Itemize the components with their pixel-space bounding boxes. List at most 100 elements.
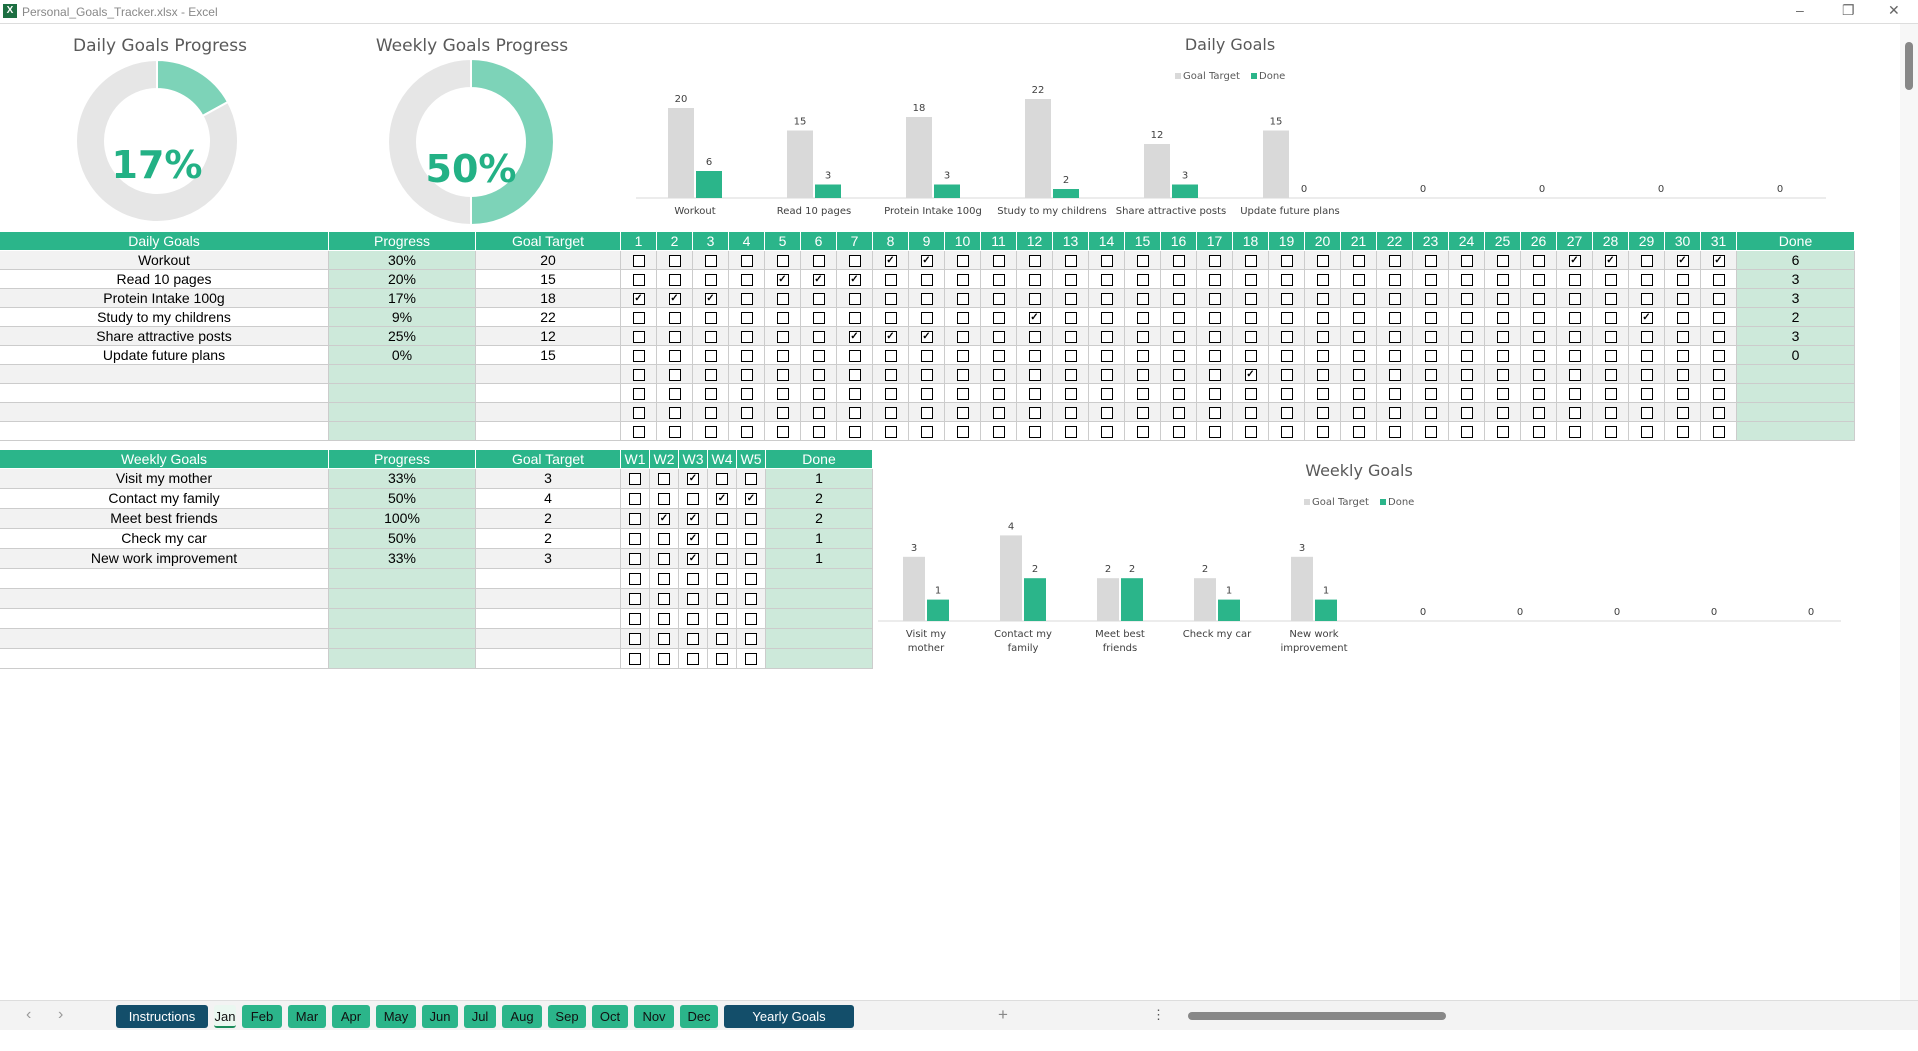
checkbox[interactable] xyxy=(1712,407,1725,420)
checkbox[interactable] xyxy=(632,274,645,287)
checkbox[interactable] xyxy=(1028,331,1041,344)
checkbox[interactable]: ✓ xyxy=(776,274,789,287)
checkbox[interactable] xyxy=(1460,274,1473,287)
checkbox[interactable] xyxy=(1100,331,1113,344)
checkbox[interactable] xyxy=(956,350,969,363)
checkbox[interactable] xyxy=(1568,274,1581,287)
close-button[interactable]: ✕ xyxy=(1888,2,1900,18)
checkbox[interactable] xyxy=(1280,407,1293,420)
checkbox[interactable] xyxy=(1064,350,1077,363)
checkbox[interactable] xyxy=(632,312,645,325)
checkbox[interactable] xyxy=(1604,312,1617,325)
checkbox[interactable] xyxy=(704,369,717,382)
checkbox[interactable] xyxy=(658,533,670,546)
checkbox[interactable] xyxy=(687,593,699,606)
checkbox[interactable] xyxy=(668,426,681,439)
checkbox[interactable] xyxy=(1676,407,1689,420)
checkbox[interactable]: ✓ xyxy=(687,473,699,486)
checkbox[interactable] xyxy=(1352,369,1365,382)
checkbox[interactable]: ✓ xyxy=(920,255,933,268)
checkbox[interactable] xyxy=(1172,255,1185,268)
checkbox[interactable] xyxy=(740,255,753,268)
checkbox[interactable] xyxy=(1568,331,1581,344)
restore-button[interactable]: ❐ xyxy=(1842,2,1855,18)
checkbox[interactable] xyxy=(920,293,933,306)
checkbox[interactable] xyxy=(1388,388,1401,401)
goal-target-cell[interactable]: 2 xyxy=(476,509,621,529)
checkbox[interactable] xyxy=(1064,274,1077,287)
checkbox[interactable] xyxy=(1100,426,1113,439)
checkbox[interactable] xyxy=(1532,350,1545,363)
checkbox[interactable] xyxy=(1568,369,1581,382)
checkbox[interactable] xyxy=(1676,426,1689,439)
checkbox[interactable] xyxy=(1316,331,1329,344)
checkbox[interactable] xyxy=(1460,407,1473,420)
checkbox[interactable] xyxy=(1208,350,1221,363)
checkbox[interactable] xyxy=(776,331,789,344)
checkbox[interactable] xyxy=(1244,331,1257,344)
checkbox[interactable] xyxy=(740,407,753,420)
checkbox[interactable] xyxy=(740,331,753,344)
checkbox[interactable] xyxy=(848,407,861,420)
checkbox[interactable] xyxy=(812,369,825,382)
goal-name-cell[interactable] xyxy=(0,384,329,403)
checkbox[interactable] xyxy=(1568,350,1581,363)
checkbox[interactable] xyxy=(1172,426,1185,439)
vertical-scrollbar[interactable] xyxy=(1900,24,1918,1000)
checkbox[interactable] xyxy=(1100,274,1113,287)
checkbox[interactable] xyxy=(1208,388,1221,401)
checkbox[interactable] xyxy=(1028,293,1041,306)
checkbox[interactable] xyxy=(1532,312,1545,325)
checkbox[interactable] xyxy=(1136,312,1149,325)
checkbox[interactable] xyxy=(992,388,1005,401)
checkbox[interactable] xyxy=(1712,274,1725,287)
checkbox[interactable] xyxy=(740,274,753,287)
minimize-button[interactable]: – xyxy=(1796,2,1804,18)
goal-target-cell[interactable] xyxy=(476,609,621,629)
goal-target-cell[interactable]: 4 xyxy=(476,489,621,509)
checkbox[interactable] xyxy=(1712,350,1725,363)
checkbox[interactable] xyxy=(1424,369,1437,382)
checkbox[interactable] xyxy=(1172,407,1185,420)
checkbox[interactable] xyxy=(776,293,789,306)
checkbox[interactable] xyxy=(1100,407,1113,420)
checkbox[interactable] xyxy=(1028,369,1041,382)
checkbox[interactable] xyxy=(1676,274,1689,287)
checkbox[interactable] xyxy=(716,593,728,606)
checkbox[interactable] xyxy=(1496,350,1509,363)
checkbox[interactable] xyxy=(1676,312,1689,325)
checkbox[interactable] xyxy=(1352,255,1365,268)
checkbox[interactable] xyxy=(716,653,728,666)
checkbox[interactable] xyxy=(1172,312,1185,325)
goal-name-cell[interactable]: Check my car xyxy=(0,529,329,549)
checkbox[interactable] xyxy=(1460,312,1473,325)
checkbox[interactable] xyxy=(632,331,645,344)
sheet-tab-dec[interactable]: Dec xyxy=(680,1005,718,1028)
checkbox[interactable]: ✓ xyxy=(812,274,825,287)
checkbox[interactable] xyxy=(1460,331,1473,344)
goal-name-cell[interactable]: Meet best friends xyxy=(0,509,329,529)
checkbox[interactable] xyxy=(884,274,897,287)
checkbox[interactable]: ✓ xyxy=(848,274,861,287)
checkbox[interactable] xyxy=(1028,274,1041,287)
checkbox[interactable] xyxy=(1100,388,1113,401)
checkbox[interactable] xyxy=(668,388,681,401)
checkbox[interactable]: ✓ xyxy=(745,493,757,506)
sheet-tab-mar[interactable]: Mar xyxy=(288,1005,326,1028)
checkbox[interactable] xyxy=(1496,407,1509,420)
goal-target-cell[interactable]: 20 xyxy=(476,251,621,270)
goal-name-cell[interactable] xyxy=(0,649,329,669)
checkbox[interactable] xyxy=(704,312,717,325)
checkbox[interactable] xyxy=(1712,293,1725,306)
checkbox[interactable] xyxy=(1280,331,1293,344)
sheet-tab-aug[interactable]: Aug xyxy=(502,1005,542,1028)
checkbox[interactable] xyxy=(740,312,753,325)
checkbox[interactable] xyxy=(1424,293,1437,306)
checkbox[interactable] xyxy=(1136,293,1149,306)
checkbox[interactable] xyxy=(956,426,969,439)
checkbox[interactable] xyxy=(992,255,1005,268)
checkbox[interactable] xyxy=(1280,312,1293,325)
checkbox[interactable] xyxy=(884,369,897,382)
checkbox[interactable] xyxy=(1352,331,1365,344)
checkbox[interactable] xyxy=(1676,331,1689,344)
